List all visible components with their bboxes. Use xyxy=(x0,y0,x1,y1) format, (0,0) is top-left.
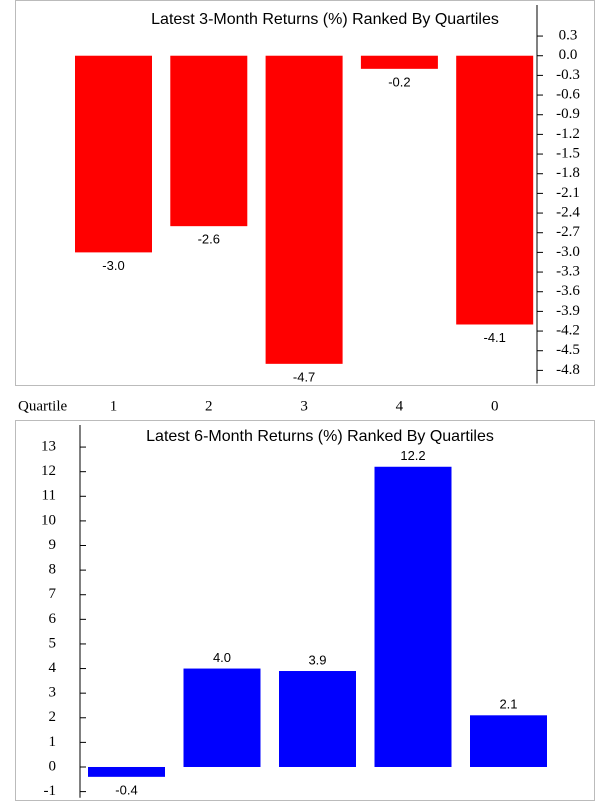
value-label: -4.1 xyxy=(483,330,505,345)
y-tick-label: 7 xyxy=(49,586,57,602)
bar xyxy=(265,55,343,364)
bar xyxy=(456,55,534,325)
y-tick-label: 11 xyxy=(42,488,56,504)
y-tick-label: 12 xyxy=(41,463,56,479)
value-label: -0.2 xyxy=(388,74,410,89)
y-tick-label: -1.5 xyxy=(556,145,580,161)
y-tick-label: 9 xyxy=(49,537,57,553)
y-tick-label: -3.9 xyxy=(556,303,580,319)
value-label: 4.0 xyxy=(213,650,231,665)
bar xyxy=(374,466,452,767)
y-tick-label: -3.3 xyxy=(556,263,580,279)
y-tick-label: -4.8 xyxy=(556,362,580,378)
y-tick-label: -1.8 xyxy=(556,165,580,181)
value-label: 12.2 xyxy=(400,448,425,463)
chart-frame xyxy=(15,0,595,386)
y-tick-label: 5 xyxy=(49,635,57,651)
x-tick-label: 1 xyxy=(110,398,118,414)
y-tick-label: -3.6 xyxy=(556,283,580,299)
chart-title: Latest 6-Month Returns (%) Ranked By Qua… xyxy=(146,428,494,445)
y-tick-label: 8 xyxy=(49,562,57,578)
value-label: -0.4 xyxy=(115,782,137,797)
bar xyxy=(170,55,248,227)
value-label: 3.9 xyxy=(308,652,326,667)
y-tick-label: -2.1 xyxy=(556,185,580,201)
bar xyxy=(470,715,547,767)
y-tick-label: 6 xyxy=(49,611,57,627)
y-tick-label: 1 xyxy=(49,734,57,750)
y-tick-label: 0.3 xyxy=(559,27,578,43)
value-label: 2.1 xyxy=(499,697,517,712)
y-tick-label: -3.0 xyxy=(556,244,580,260)
value-label: -4.7 xyxy=(293,369,315,384)
y-tick-label: -4.2 xyxy=(556,322,580,338)
y-tick-label: 3 xyxy=(49,685,57,701)
y-tick-label: 0.0 xyxy=(559,47,578,63)
bar xyxy=(183,668,261,767)
chart-title: Latest 3-Month Returns (%) Ranked By Qua… xyxy=(151,11,499,28)
y-tick-label: -2.4 xyxy=(556,204,580,220)
bar xyxy=(279,671,356,767)
y-tick-label: 4 xyxy=(49,660,57,676)
y-tick-label: -1 xyxy=(44,783,57,799)
x-tick-label: 2 xyxy=(205,398,213,414)
x-tick-label: 0 xyxy=(491,398,499,414)
y-tick-label: 13 xyxy=(41,439,56,455)
y-tick-label: 10 xyxy=(41,512,56,528)
value-label: -3.0 xyxy=(102,258,124,273)
y-tick-label: 0 xyxy=(49,758,57,774)
y-tick-label: -0.6 xyxy=(556,86,580,102)
x-tick-label: 3 xyxy=(300,398,308,414)
bar xyxy=(75,55,152,253)
y-tick-label: -0.3 xyxy=(556,67,580,83)
y-tick-label: -1.2 xyxy=(556,126,580,142)
y-tick-label: -2.7 xyxy=(556,224,580,240)
bar xyxy=(360,55,438,69)
value-label: -2.6 xyxy=(198,232,220,247)
bar xyxy=(88,766,165,777)
y-tick-label: -4.5 xyxy=(556,342,580,358)
y-tick-label: -0.9 xyxy=(556,106,580,122)
x-axis-label: Quartile xyxy=(18,398,67,414)
y-tick-label: 2 xyxy=(49,709,57,725)
x-tick-label: 4 xyxy=(396,398,404,414)
